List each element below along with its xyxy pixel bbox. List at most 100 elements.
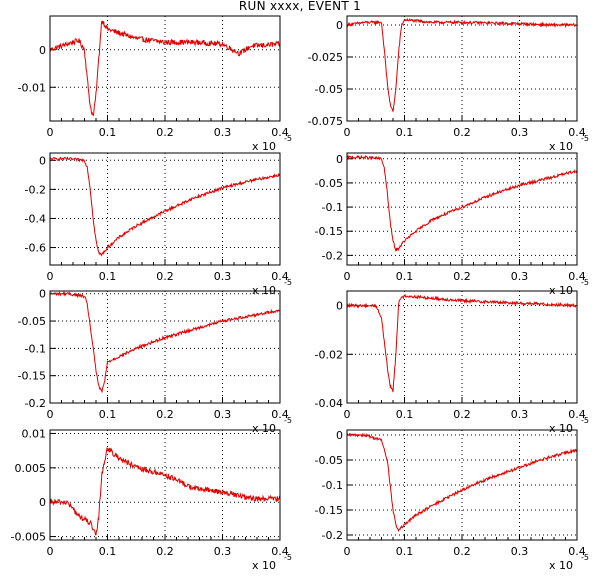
y-tick-label: -0.15 [315, 504, 343, 517]
x-tick-label: 0.1 [396, 408, 414, 421]
plot-frame [49, 15, 281, 122]
y-tick-label: 0 [336, 153, 343, 166]
x-multiplier-exponent: -5 [581, 553, 589, 562]
x-tick-label: 0.3 [214, 270, 232, 283]
x-tick-label: 0.4 [271, 545, 289, 558]
chart-panel-1: 0 0.1 0.2 0.3 0.4 0 -0.01 x 10 -5 [18, 15, 292, 153]
x-multiplier-exponent: -5 [284, 278, 292, 287]
y-tick-label: -0.15 [18, 370, 46, 383]
x-tick-label: 0.3 [511, 270, 529, 283]
series-line [49, 290, 281, 394]
x-tick-label: 0 [47, 126, 54, 139]
x-tick-label: 0.4 [271, 408, 289, 421]
x-multiplier-exponent: -5 [581, 134, 589, 143]
y-tick-label: -0.005 [11, 531, 46, 544]
y-tick-label: 0.005 [15, 462, 47, 475]
x-tick-label: 0.2 [453, 408, 471, 421]
plot-frame [346, 15, 578, 122]
x-tick-label: 0.4 [568, 545, 586, 558]
x-tick-label: 0.1 [99, 270, 117, 283]
x-tick-label: 0.1 [99, 126, 117, 139]
y-tick-label: 0.01 [22, 427, 47, 440]
series-line [49, 20, 281, 117]
chart-panel-8: 0 0.1 0.2 0.3 0.4 0 -0.05 -0.1 -0.15 -0.2 x 10 -5 [315, 429, 589, 572]
x-tick-label: 0.3 [511, 545, 529, 558]
y-tick-label: 0 [336, 429, 343, 442]
y-tick-label: -0.6 [25, 242, 46, 255]
x-tick-label: 0.2 [156, 270, 174, 283]
y-tick-label: -0.05 [315, 177, 343, 190]
x-tick-label: 0.1 [99, 408, 117, 421]
x-tick-label: 0.3 [214, 545, 232, 558]
plot-frame [49, 290, 281, 404]
x-tick-label: 0 [47, 408, 54, 421]
y-tick-label: -0.075 [308, 115, 343, 128]
y-tick-label: -0.05 [315, 454, 343, 467]
y-tick-label: 0 [39, 44, 46, 57]
x-tick-label: 0.4 [568, 270, 586, 283]
x-tick-label: 0.3 [511, 408, 529, 421]
chart-panel-6: 0 0.1 0.2 0.3 0.4 0 -0.02 -0.04 x 10 -5 [315, 290, 589, 435]
x-tick-label: 0 [344, 545, 351, 558]
x-tick-label: 0.2 [156, 408, 174, 421]
chart-panel-2: 0 0.1 0.2 0.3 0.4 0 -0.025 -0.05 -0.075 x 10 -5 [308, 15, 589, 153]
x-tick-label: 0.1 [396, 545, 414, 558]
chart-panel-4: 0 0.1 0.2 0.3 0.40-0.05-0.1-0.15-0.2x 10-5 [315, 152, 589, 297]
x-tick-label: 0 [47, 545, 54, 558]
plot-frame [346, 429, 578, 541]
y-tick-label: -0.4 [25, 212, 46, 225]
y-tick-label: -0.05 [18, 315, 46, 328]
y-tick-label: -0.2 [25, 183, 46, 196]
x-tick-label: 0 [344, 126, 351, 139]
x-multiplier-exponent: -5 [284, 416, 292, 425]
y-tick-label: -0.05 [315, 83, 343, 96]
x-tick-label: 0.2 [453, 126, 471, 139]
y-tick-label: -0.2 [322, 529, 343, 542]
x-tick-label: 0.1 [396, 270, 414, 283]
plot-frame [346, 152, 578, 266]
x-tick-label: 0 [344, 408, 351, 421]
series-line [346, 432, 578, 533]
x-multiplier-label: x 10 [252, 140, 276, 153]
x-tick-label: 0.3 [511, 126, 529, 139]
x-tick-label: 0.4 [271, 126, 289, 139]
x-tick-label: 0.4 [271, 270, 289, 283]
y-tick-label: -0.025 [308, 51, 343, 64]
y-tick-label: 0 [39, 154, 46, 167]
series-line [346, 17, 578, 113]
y-tick-label: -0.2 [25, 397, 46, 410]
x-tick-label: 0.2 [453, 270, 471, 283]
page-title: RUN xxxx, EVENT 1 [238, 0, 362, 13]
y-tick-label: 0 [39, 288, 46, 301]
series-line [346, 293, 578, 393]
y-tick-label: -0.2 [322, 249, 343, 262]
y-tick-label: -0.01 [18, 81, 46, 94]
y-tick-label: -0.1 [322, 201, 343, 214]
plot-frame [346, 290, 578, 404]
y-tick-label: -0.1 [322, 479, 343, 492]
x-tick-label: 0.2 [156, 126, 174, 139]
x-tick-label: 0.1 [396, 126, 414, 139]
y-tick-label: -0.1 [25, 342, 46, 355]
x-multiplier-label: x 10 [252, 422, 276, 435]
series-line [50, 156, 281, 257]
y-tick-label: 0 [39, 496, 46, 509]
y-tick-label: -0.15 [315, 225, 343, 238]
x-tick-label: 0 [344, 270, 351, 283]
y-tick-label: -0.02 [315, 348, 343, 361]
x-tick-label: 0.2 [156, 545, 174, 558]
plot-frame [49, 152, 281, 266]
x-tick-label: 0.3 [214, 408, 232, 421]
series-line [49, 446, 281, 536]
x-multiplier-label: x 10 [549, 140, 573, 153]
x-multiplier-exponent: -5 [581, 278, 589, 287]
y-tick-label: 0 [336, 19, 343, 32]
x-tick-label: 0 [47, 270, 54, 283]
x-multiplier-label: x 10 [549, 559, 573, 572]
chart-panel-5: 0 0.1 0.2 0.3 0.4 0 -0.05 -0.1 -0.15 -0.2 x 10 -5 [18, 288, 292, 435]
x-multiplier-exponent: -5 [284, 134, 292, 143]
x-multiplier-exponent: -5 [581, 416, 589, 425]
y-tick-label: -0.04 [315, 397, 343, 410]
